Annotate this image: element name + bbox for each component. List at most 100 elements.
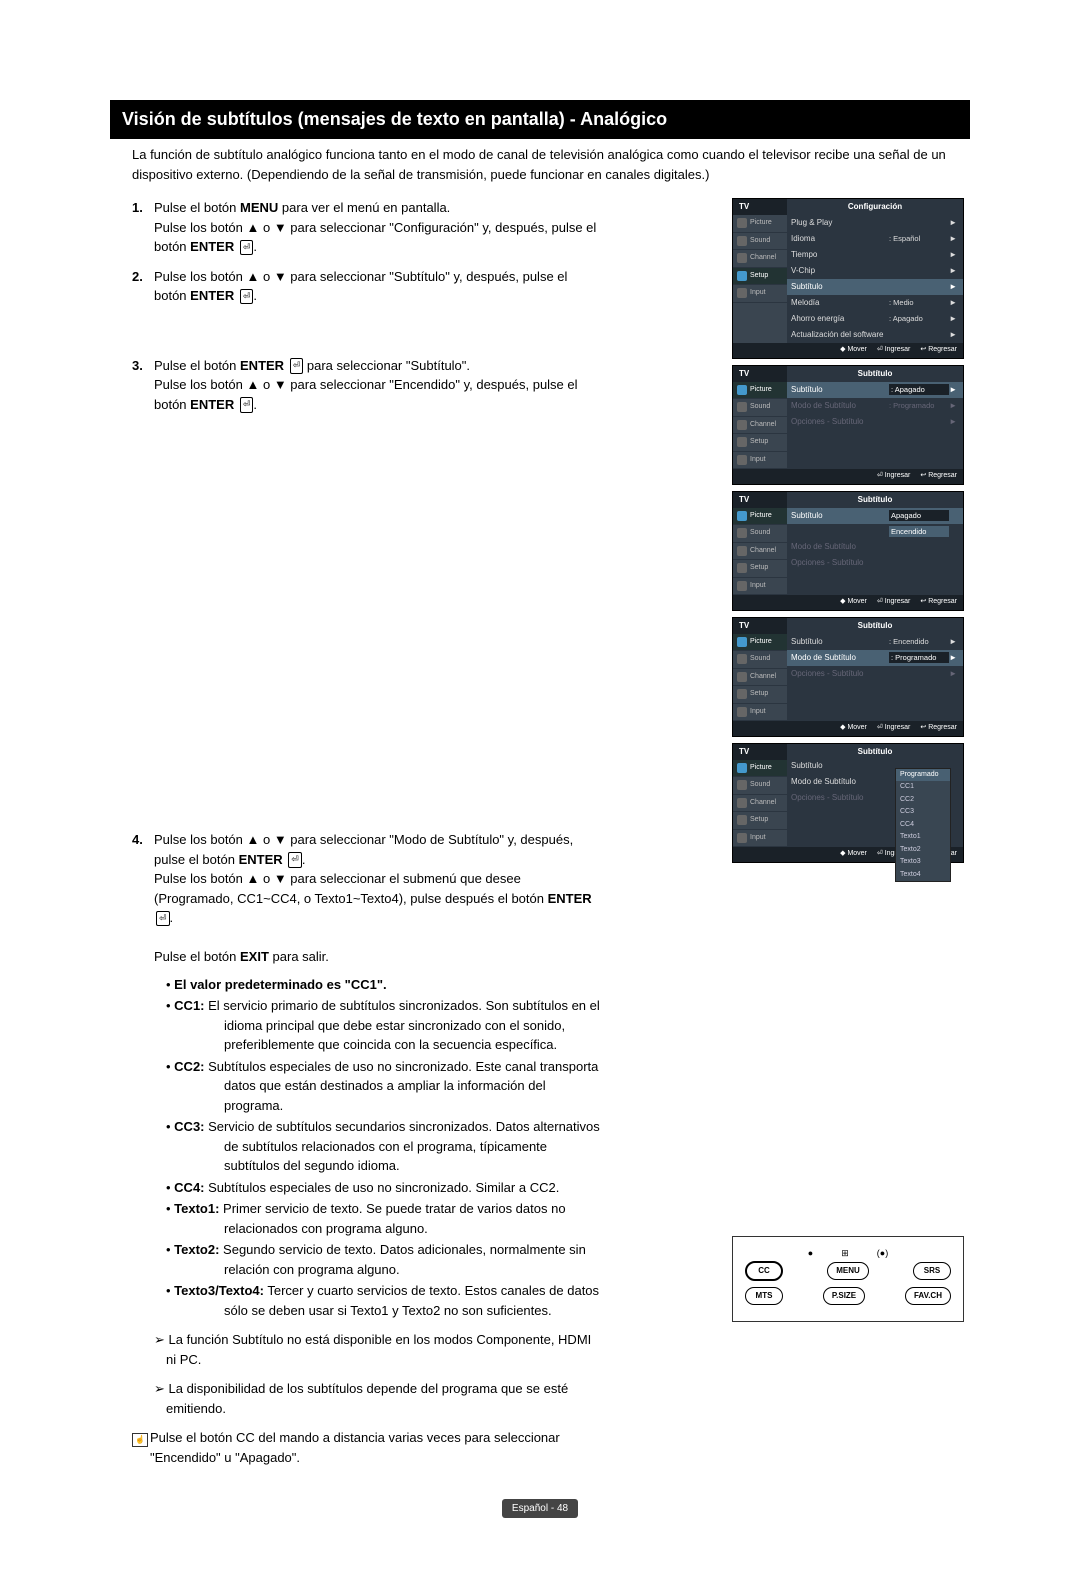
- srs-button[interactable]: SRS: [913, 1262, 951, 1280]
- dropdown-item[interactable]: CC2: [896, 794, 950, 807]
- enter-icon: ⏎: [240, 289, 254, 305]
- osd-row[interactable]: Opciones - Subtítulo: [787, 555, 963, 571]
- dropdown-item[interactable]: Texto2: [896, 844, 950, 857]
- remote-diagram: ●⊞(●) CC MENU SRS MTS P.SIZE FAV.CH: [732, 1236, 964, 1322]
- tab-icon: [737, 218, 747, 228]
- osd-tab[interactable]: Input: [733, 285, 787, 303]
- tab-icon: [737, 437, 747, 447]
- step-num: 4.: [132, 830, 154, 1418]
- osd-row[interactable]: Opciones - Subtítulo►: [787, 666, 963, 682]
- dropdown-item[interactable]: CC1: [896, 781, 950, 794]
- fav-button[interactable]: FAV.CH: [905, 1287, 951, 1305]
- tab-icon: [737, 672, 747, 682]
- step-num: 2.: [132, 267, 154, 306]
- osd-tab[interactable]: Input: [733, 830, 787, 848]
- osd-menu: TVSubtítulo PictureSoundChannelSetupInpu…: [732, 617, 964, 737]
- mts-button[interactable]: MTS: [745, 1287, 783, 1305]
- osd-tab[interactable]: Sound: [733, 399, 787, 417]
- osd-footer-item: ⏎ Ingresar: [877, 597, 911, 608]
- osd-tab[interactable]: Channel: [733, 795, 787, 813]
- dropdown-item[interactable]: Programado: [896, 769, 950, 782]
- enter-icon: ⏎: [288, 852, 302, 868]
- osd-tab[interactable]: Sound: [733, 777, 787, 795]
- tab-icon: [737, 511, 747, 521]
- osd-tab[interactable]: Sound: [733, 525, 787, 543]
- cc1-key: CC1:: [174, 998, 204, 1013]
- text: para ver el menú en pantalla.: [278, 200, 450, 215]
- osd-tab[interactable]: Setup: [733, 812, 787, 830]
- osd-tab[interactable]: Picture: [733, 215, 787, 233]
- osd-row[interactable]: V-Chip►: [787, 263, 963, 279]
- osd-footer-item: ⏎ Ingresar: [877, 345, 911, 356]
- dropdown-item[interactable]: Texto3: [896, 856, 950, 869]
- osd-tv-label: TV: [733, 744, 787, 760]
- osd-tab[interactable]: Channel: [733, 250, 787, 268]
- cc-button[interactable]: CC: [745, 1261, 783, 1281]
- dropdown-item[interactable]: Texto1: [896, 831, 950, 844]
- default-label: El valor predeterminado es "CC1".: [174, 977, 386, 992]
- osd-tab[interactable]: Picture: [733, 382, 787, 400]
- osd-row[interactable]: Ahorro energía: Apagado►: [787, 311, 963, 327]
- tab-icon: [737, 833, 747, 843]
- tab-icon: [737, 654, 747, 664]
- osd-tab[interactable]: Input: [733, 452, 787, 470]
- cc4-val: Subtítulos especiales de uso no sincroni…: [205, 1180, 560, 1195]
- text: Pulse el botón: [154, 358, 240, 373]
- osd-row[interactable]: Subtítulo►: [787, 279, 963, 295]
- osd-tab[interactable]: Channel: [733, 417, 787, 435]
- cc1-desc: • CC1: El servicio primario de subtítulo…: [166, 996, 600, 1055]
- enter-label: ENTER: [190, 239, 234, 254]
- osd-footer-item: ⏎ Ingresar: [877, 723, 911, 734]
- exit-label: EXIT: [240, 949, 269, 964]
- osd-tab[interactable]: Picture: [733, 508, 787, 526]
- osd-footer-item: ↩ Regresar: [920, 471, 957, 482]
- tab-icon: [737, 288, 747, 298]
- enter-label: ENTER: [190, 397, 234, 412]
- osd-row[interactable]: Modo de Subtítulo: [787, 539, 963, 555]
- osd-tab[interactable]: Picture: [733, 634, 787, 652]
- menu-button[interactable]: MENU: [827, 1262, 869, 1280]
- osd-tab[interactable]: Setup: [733, 268, 787, 286]
- osd-tab[interactable]: Sound: [733, 651, 787, 669]
- osd-row[interactable]: Opciones - Subtítulo►: [787, 414, 963, 430]
- osd-row[interactable]: Tiempo►: [787, 247, 963, 263]
- osd-tab[interactable]: Input: [733, 578, 787, 596]
- osd-title: Subtítulo: [787, 366, 963, 382]
- dropdown-item[interactable]: CC3: [896, 806, 950, 819]
- dot: .: [253, 397, 257, 412]
- osd-tab[interactable]: Channel: [733, 669, 787, 687]
- tab-icon: [737, 780, 747, 790]
- osd-footer-item: ↩ Regresar: [920, 597, 957, 608]
- menu-btn: MENU: [240, 200, 278, 215]
- osd-row[interactable]: Subtítulo: Encendido►: [787, 634, 963, 650]
- osd-tab[interactable]: Picture: [733, 760, 787, 778]
- osd-row[interactable]: Actualización del software►: [787, 327, 963, 343]
- osd-row[interactable]: Subtítulo: Apagado►: [787, 382, 963, 398]
- osd-tab[interactable]: Setup: [733, 434, 787, 452]
- dropdown-item[interactable]: Texto4: [896, 869, 950, 882]
- osd-tab[interactable]: Sound: [733, 233, 787, 251]
- psize-button[interactable]: P.SIZE: [823, 1287, 865, 1305]
- osd-row[interactable]: Plug & Play►: [787, 215, 963, 231]
- osd-row[interactable]: Modo de Subtítulo: Programado►: [787, 650, 963, 666]
- osd-tab[interactable]: Setup: [733, 560, 787, 578]
- osd-tab[interactable]: Setup: [733, 686, 787, 704]
- osd-tab[interactable]: Input: [733, 704, 787, 722]
- osd-row[interactable]: Melodía: Medio►: [787, 295, 963, 311]
- osd-row[interactable]: SubtítuloApagado: [787, 508, 963, 524]
- tab-icon: [737, 402, 747, 412]
- dropdown-menu[interactable]: ProgramadoCC1CC2CC3CC4Texto1Texto2Texto3…: [895, 768, 951, 883]
- tab-icon: [737, 253, 747, 263]
- tab-icon: [737, 798, 747, 808]
- step-num: 1.: [132, 198, 154, 257]
- osd-tv-label: TV: [733, 492, 787, 508]
- osd-row[interactable]: Modo de Subtítulo: Programado►: [787, 398, 963, 414]
- osd-tv-label: TV: [733, 199, 787, 215]
- text: Pulse el botón: [154, 949, 240, 964]
- enter-icon: ⏎: [290, 358, 304, 374]
- osd-row[interactable]: Idioma: Español►: [787, 231, 963, 247]
- t2-key: Texto2:: [174, 1242, 219, 1257]
- cc1-val: El servicio primario de subtítulos sincr…: [205, 998, 600, 1052]
- dropdown-item[interactable]: CC4: [896, 819, 950, 832]
- osd-tab[interactable]: Channel: [733, 543, 787, 561]
